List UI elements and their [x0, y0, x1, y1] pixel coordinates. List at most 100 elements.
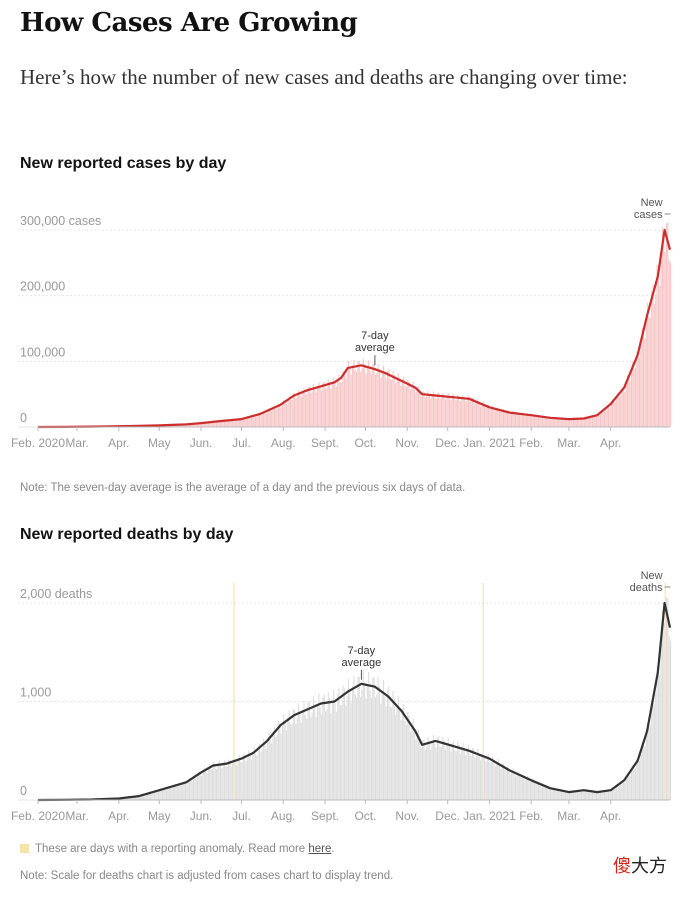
x-tick-label: Apr. — [600, 436, 621, 450]
annotation-new-2: cases — [634, 209, 663, 221]
daily-bar — [493, 759, 495, 800]
daily-bar — [164, 788, 166, 800]
daily-bar — [184, 782, 186, 800]
daily-bar — [513, 413, 515, 427]
daily-bar — [337, 694, 339, 800]
daily-bar — [373, 363, 375, 427]
daily-bar — [277, 403, 279, 427]
daily-bar — [222, 762, 224, 800]
daily-bar — [655, 294, 657, 427]
daily-bar — [238, 418, 240, 427]
daily-bar — [575, 791, 577, 800]
daily-bar — [529, 416, 531, 427]
annotation-avg-1: 7-day — [361, 330, 389, 342]
daily-bar — [369, 370, 371, 427]
daily-bar — [504, 769, 506, 800]
daily-bar — [287, 717, 289, 800]
daily-bar — [267, 410, 269, 427]
daily-bar — [314, 704, 316, 800]
daily-bar — [543, 784, 545, 800]
daily-bar — [207, 766, 209, 800]
daily-bar — [225, 766, 227, 800]
daily-bar — [360, 371, 362, 427]
daily-bar — [256, 755, 258, 800]
daily-bar — [652, 693, 654, 800]
daily-bar — [582, 417, 584, 427]
daily-bar — [527, 775, 529, 800]
daily-bar — [180, 785, 182, 800]
daily-bar — [568, 419, 571, 427]
daily-bar — [249, 416, 251, 427]
daily-bar — [661, 610, 664, 800]
daily-bar — [630, 369, 633, 427]
daily-bar — [316, 387, 319, 427]
daily-bar — [229, 760, 231, 800]
anomaly-link[interactable]: here — [308, 843, 332, 855]
daily-bar — [574, 419, 576, 427]
daily-bar — [659, 675, 661, 800]
daily-bar — [333, 689, 335, 800]
daily-bar — [640, 754, 642, 800]
anomaly-legend: These are days with a reporting anomaly.… — [20, 843, 335, 855]
daily-bar — [525, 778, 527, 800]
daily-bar — [156, 791, 158, 800]
daily-bar — [233, 419, 235, 427]
daily-bar — [345, 377, 347, 427]
daily-bar — [587, 790, 589, 800]
daily-bar — [422, 740, 424, 800]
x-tick-label: Apr. — [600, 809, 621, 823]
daily-bar — [636, 352, 638, 427]
y-tick-label: 0 — [20, 411, 27, 425]
daily-bar — [304, 715, 306, 800]
daily-bar — [334, 703, 336, 800]
y-tick-label: 300,000 cases — [20, 214, 101, 228]
daily-bar — [509, 773, 511, 800]
daily-bar — [510, 413, 513, 427]
daily-bar — [396, 379, 398, 427]
daily-bar — [281, 725, 284, 800]
daily-bar — [280, 733, 282, 800]
daily-bar — [378, 685, 381, 800]
daily-bar — [271, 743, 273, 800]
x-tick-label: Sept. — [311, 809, 339, 823]
daily-bar — [163, 787, 165, 800]
daily-bar — [574, 792, 576, 800]
daily-bar — [418, 729, 420, 800]
daily-bar — [388, 369, 390, 427]
daily-bar — [130, 797, 133, 800]
daily-bar — [590, 417, 592, 427]
daily-bar — [260, 751, 262, 800]
x-tick-label: Jul. — [232, 809, 251, 823]
daily-bar — [660, 257, 662, 427]
daily-bar — [459, 401, 461, 427]
daily-bar — [489, 409, 491, 427]
daily-bar — [343, 370, 345, 427]
daily-bar — [312, 696, 314, 800]
daily-bar — [323, 694, 325, 800]
daily-bar — [451, 743, 453, 800]
daily-bar — [300, 396, 302, 427]
daily-bar — [609, 407, 611, 427]
daily-bar — [577, 789, 579, 800]
daily-bar — [625, 778, 627, 800]
x-tick-label: Feb. — [519, 436, 543, 450]
daily-bar — [245, 418, 247, 427]
daily-bar — [486, 754, 488, 800]
daily-bar — [558, 417, 560, 427]
daily-bar — [470, 755, 472, 800]
daily-bar — [242, 418, 244, 427]
daily-bar — [616, 785, 618, 800]
daily-bar — [626, 375, 628, 427]
daily-bar — [559, 419, 561, 427]
deaths-note: Note: Scale for deaths chart is adjusted… — [20, 870, 394, 882]
daily-bar — [201, 423, 203, 427]
daily-bar — [269, 410, 271, 427]
daily-bar — [325, 711, 327, 800]
daily-bar — [237, 758, 239, 800]
daily-bar — [225, 421, 227, 427]
daily-bar — [362, 358, 364, 427]
daily-bar — [275, 408, 277, 427]
daily-bar — [593, 791, 595, 800]
daily-bar — [461, 750, 463, 800]
daily-bar — [238, 755, 240, 800]
